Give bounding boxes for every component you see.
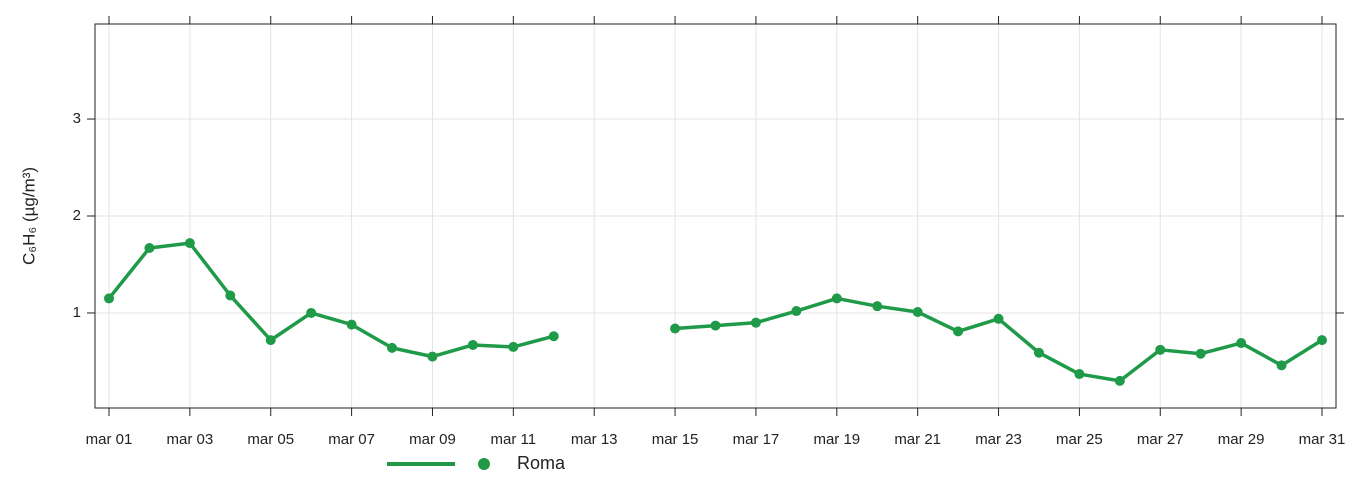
legend-marker xyxy=(478,458,490,470)
y-tick-label: 3 xyxy=(73,110,81,127)
point xyxy=(225,290,236,301)
point xyxy=(912,307,923,317)
x-tick-label: mar 27 xyxy=(1137,431,1184,448)
x-tick-label: mar 31 xyxy=(1299,431,1346,448)
point xyxy=(1033,347,1044,358)
point xyxy=(508,341,519,352)
point xyxy=(1317,335,1327,346)
point xyxy=(710,320,721,331)
x-tick-label: mar 17 xyxy=(733,431,780,448)
point xyxy=(831,293,842,304)
point xyxy=(184,238,195,249)
x-tick-label: mar 09 xyxy=(409,431,456,448)
point xyxy=(1236,338,1247,349)
x-tick-label: mar 19 xyxy=(813,431,860,448)
series-line xyxy=(107,241,1323,383)
x-tick-label: mar 15 xyxy=(652,431,699,448)
point xyxy=(346,319,357,330)
point xyxy=(467,339,478,350)
point xyxy=(1074,369,1085,380)
x-tick-label: mar 13 xyxy=(571,431,618,448)
point xyxy=(427,351,438,362)
y-tick-label: 1 xyxy=(73,304,81,321)
x-tick-label: mar 11 xyxy=(491,431,537,448)
point xyxy=(953,326,964,337)
point xyxy=(306,307,317,318)
x-tick-label: mar 25 xyxy=(1056,431,1103,448)
plot-frame xyxy=(94,23,1337,409)
x-tick-label: mar 23 xyxy=(975,431,1022,448)
point xyxy=(1155,344,1166,355)
x-tick-label: mar 29 xyxy=(1218,431,1265,448)
x-tick-label: mar 01 xyxy=(86,431,133,448)
point xyxy=(872,301,883,312)
y-tick-label: 2 xyxy=(73,207,81,224)
point xyxy=(791,306,802,317)
point xyxy=(265,335,276,346)
legend-label: Roma xyxy=(517,453,566,473)
x-tick-label: mar 21 xyxy=(894,431,941,448)
point xyxy=(104,293,114,304)
point xyxy=(144,243,155,253)
point xyxy=(1114,375,1125,386)
point xyxy=(548,331,559,342)
point xyxy=(1195,348,1206,359)
point xyxy=(993,313,1004,324)
x-tick-label: mar 05 xyxy=(247,431,294,448)
point xyxy=(750,317,761,328)
x-tick-label: mar 03 xyxy=(167,431,214,448)
point xyxy=(1276,360,1287,371)
point xyxy=(670,323,681,334)
point xyxy=(387,342,398,353)
x-tick-label: mar 07 xyxy=(328,431,375,448)
y-axis-label: C₆H₆ (µg/m³) xyxy=(19,167,38,265)
